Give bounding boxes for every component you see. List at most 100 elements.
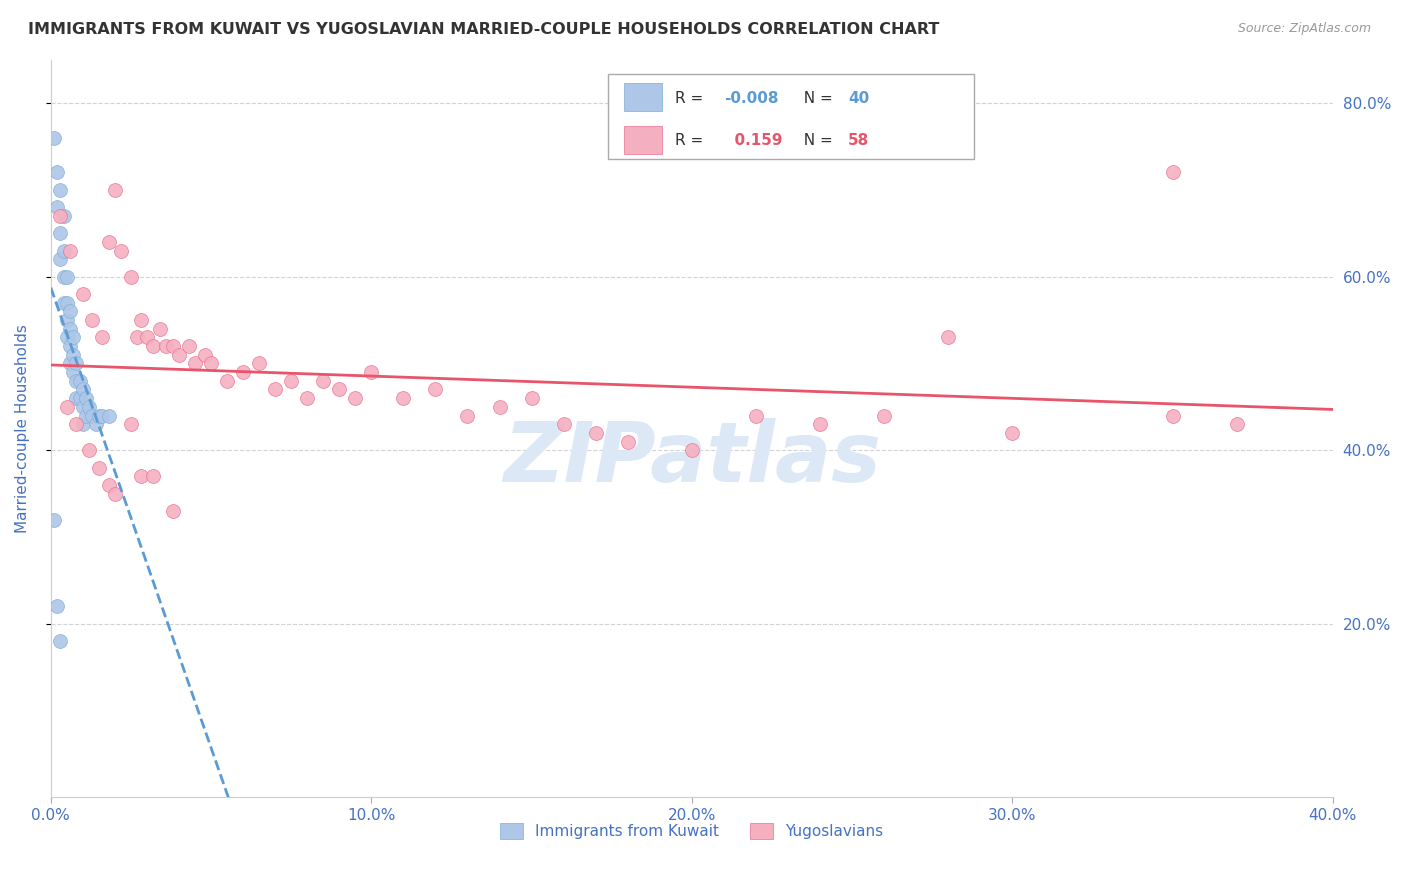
Point xyxy=(681,443,703,458)
Point xyxy=(42,130,65,145)
Point xyxy=(65,391,87,405)
Point xyxy=(46,599,69,614)
Point xyxy=(52,269,75,284)
Point xyxy=(46,165,69,179)
Point xyxy=(72,287,94,301)
Point xyxy=(520,391,543,405)
Point xyxy=(49,226,72,240)
Point xyxy=(120,269,142,284)
Point xyxy=(82,313,104,327)
Point xyxy=(72,400,94,414)
Point xyxy=(75,391,97,405)
Text: -0.008: -0.008 xyxy=(724,91,779,105)
Point xyxy=(104,486,127,500)
Point xyxy=(79,443,101,458)
Point xyxy=(873,409,896,423)
Point xyxy=(69,391,91,405)
Point xyxy=(149,321,172,335)
Point xyxy=(59,244,82,258)
Text: 40: 40 xyxy=(848,91,869,105)
Point xyxy=(56,269,79,284)
Point xyxy=(75,409,97,423)
Point xyxy=(56,400,79,414)
Point xyxy=(167,348,190,362)
Point xyxy=(62,330,84,344)
Point xyxy=(155,339,177,353)
Point xyxy=(392,391,415,405)
Point xyxy=(62,365,84,379)
Point xyxy=(808,417,831,432)
Point xyxy=(136,330,159,344)
Point xyxy=(97,478,120,492)
Point xyxy=(49,209,72,223)
Text: IMMIGRANTS FROM KUWAIT VS YUGOSLAVIAN MARRIED-COUPLE HOUSEHOLDS CORRELATION CHAR: IMMIGRANTS FROM KUWAIT VS YUGOSLAVIAN MA… xyxy=(28,22,939,37)
Point xyxy=(297,391,319,405)
Point xyxy=(360,365,382,379)
FancyBboxPatch shape xyxy=(624,126,662,153)
Point xyxy=(49,252,72,267)
Point xyxy=(1161,409,1184,423)
Point xyxy=(553,417,575,432)
Point xyxy=(162,339,184,353)
FancyBboxPatch shape xyxy=(624,83,662,112)
Point xyxy=(1001,425,1024,440)
Point xyxy=(745,409,768,423)
Text: N =: N = xyxy=(794,133,838,148)
Point xyxy=(328,383,350,397)
Point xyxy=(82,409,104,423)
Point xyxy=(247,356,270,370)
Point xyxy=(488,400,510,414)
Point xyxy=(49,634,72,648)
Point xyxy=(264,383,287,397)
Point xyxy=(69,374,91,388)
Point xyxy=(87,409,110,423)
Point xyxy=(1226,417,1249,432)
Point xyxy=(65,374,87,388)
Y-axis label: Married-couple Households: Married-couple Households xyxy=(15,324,30,533)
Point xyxy=(79,400,101,414)
Text: R =: R = xyxy=(675,133,709,148)
Point xyxy=(129,313,152,327)
Point xyxy=(200,356,222,370)
Point xyxy=(162,504,184,518)
Point xyxy=(1161,165,1184,179)
Point xyxy=(59,321,82,335)
Point xyxy=(72,417,94,432)
FancyBboxPatch shape xyxy=(609,74,974,159)
Text: Source: ZipAtlas.com: Source: ZipAtlas.com xyxy=(1237,22,1371,36)
Point xyxy=(52,209,75,223)
Point xyxy=(120,417,142,432)
Point xyxy=(104,183,127,197)
Point xyxy=(936,330,959,344)
Point xyxy=(232,365,254,379)
Point xyxy=(97,409,120,423)
Point xyxy=(65,356,87,370)
Text: 58: 58 xyxy=(848,133,869,148)
Point xyxy=(56,295,79,310)
Point xyxy=(52,244,75,258)
Point xyxy=(91,330,114,344)
Point xyxy=(84,417,107,432)
Point xyxy=(217,374,239,388)
Point xyxy=(184,356,207,370)
Point xyxy=(65,417,87,432)
Point xyxy=(585,425,607,440)
Point xyxy=(142,339,165,353)
Point xyxy=(59,304,82,318)
Point xyxy=(110,244,132,258)
Point xyxy=(142,469,165,483)
Text: ZIPatlas: ZIPatlas xyxy=(503,417,880,499)
Point xyxy=(616,434,638,449)
Point xyxy=(456,409,478,423)
Point xyxy=(129,469,152,483)
Point xyxy=(56,330,79,344)
Point xyxy=(312,374,335,388)
Point xyxy=(59,339,82,353)
Point xyxy=(280,374,302,388)
Point xyxy=(177,339,200,353)
Point xyxy=(52,295,75,310)
Point xyxy=(425,383,447,397)
Point xyxy=(91,409,114,423)
Point xyxy=(49,183,72,197)
Text: 0.159: 0.159 xyxy=(724,133,782,148)
